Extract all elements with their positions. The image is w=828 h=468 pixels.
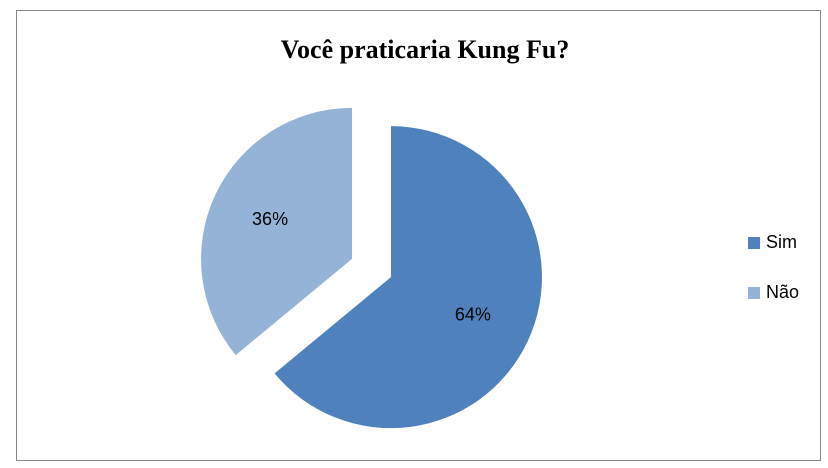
pie-slice bbox=[201, 107, 353, 356]
legend-swatch bbox=[748, 287, 760, 299]
data-label: 64% bbox=[455, 304, 491, 324]
legend-label: Sim bbox=[766, 232, 797, 252]
data-label: 36% bbox=[252, 209, 288, 229]
pie-slice bbox=[274, 126, 542, 429]
chart-title: Você praticaria Kung Fu? bbox=[281, 35, 570, 64]
legend-swatch bbox=[748, 237, 760, 249]
legend-label: Não bbox=[766, 282, 799, 302]
